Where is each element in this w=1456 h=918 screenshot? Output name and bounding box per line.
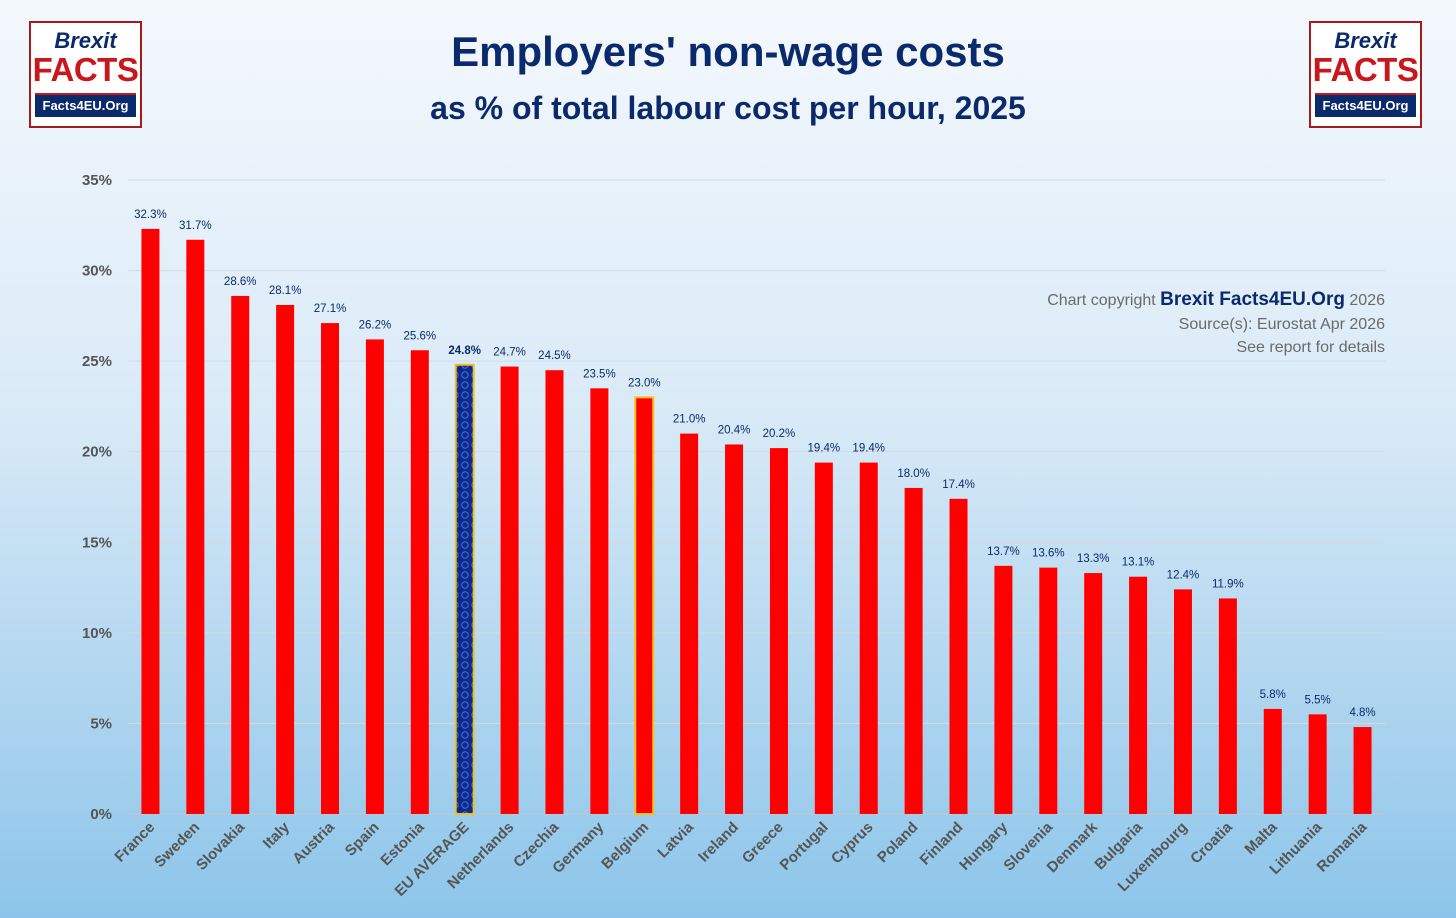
- x-tick-label: Austria: [289, 818, 338, 867]
- value-label: 5.5%: [1305, 694, 1331, 706]
- x-tick-label: Belgium: [598, 819, 652, 873]
- chart-title: Employers' non-wage costs: [451, 28, 1005, 75]
- y-tick-label: 20%: [82, 444, 112, 461]
- value-label: 31.7%: [179, 220, 212, 232]
- bar-slovakia: [231, 295, 250, 815]
- bar-ireland: [725, 444, 744, 814]
- value-label: 13.6%: [1032, 548, 1065, 560]
- bar-portugal: [814, 462, 833, 814]
- value-label: 12.4%: [1167, 569, 1200, 581]
- value-label: 4.8%: [1349, 707, 1375, 719]
- y-tick-label: 10%: [82, 625, 112, 642]
- bar-greece: [769, 448, 788, 814]
- bar-malta: [1263, 708, 1282, 814]
- value-label: 18.0%: [897, 468, 930, 480]
- value-label: 24.5%: [538, 350, 571, 362]
- bar-austria: [321, 323, 340, 814]
- value-label: 21.0%: [673, 414, 706, 426]
- x-tick-label: Poland: [874, 819, 921, 866]
- brexit-facts-logo-left: Brexit FACTS Facts4EU.Org: [29, 21, 142, 128]
- bar-sweden: [186, 239, 205, 814]
- bar-eu-average: [454, 363, 475, 815]
- bar-estonia: [410, 350, 429, 814]
- x-tick-label: Portugal: [777, 819, 832, 874]
- brexit-facts-logo-right: Brexit FACTS Facts4EU.Org: [1309, 21, 1422, 128]
- bar-hungary: [994, 565, 1013, 814]
- report-note: See report for details: [1236, 339, 1385, 356]
- x-tick-label: Ireland: [695, 819, 742, 866]
- value-label: 25.6%: [403, 330, 436, 342]
- x-tick-label: Spain: [342, 819, 383, 860]
- y-tick-label: 15%: [82, 534, 112, 551]
- x-tick-label: Italy: [260, 818, 294, 852]
- bar-lithuania: [1308, 714, 1327, 814]
- y-tick-label: 25%: [82, 353, 112, 370]
- bar-luxembourg: [1173, 589, 1192, 814]
- y-tick-label: 30%: [82, 263, 112, 280]
- value-label: 13.3%: [1077, 553, 1110, 565]
- y-tick-label: 35%: [82, 172, 112, 189]
- value-label: 17.4%: [942, 479, 975, 491]
- value-label: 11.9%: [1212, 578, 1244, 590]
- bar-belgium: [634, 396, 655, 815]
- value-label: 23.5%: [583, 368, 616, 380]
- bar-netherlands: [500, 366, 519, 814]
- copyright-line: Chart copyright Brexit Facts4EU.Org 2026: [1047, 289, 1385, 310]
- x-tick-label: Latvia: [654, 818, 697, 861]
- bar-bulgaria: [1129, 576, 1148, 814]
- x-tick-label: Croatia: [1187, 818, 1236, 867]
- bar-denmark: [1084, 573, 1103, 814]
- bar-spain: [365, 339, 384, 814]
- chart-subtitle: as % of total labour cost per hour, 2025: [430, 90, 1026, 126]
- y-tick-label: 5%: [90, 715, 112, 732]
- bar-italy: [276, 304, 295, 814]
- value-label: 5.8%: [1260, 689, 1286, 701]
- value-label: 19.4%: [852, 443, 885, 455]
- bar-slovenia: [1039, 567, 1058, 814]
- value-label: 19.4%: [808, 443, 841, 455]
- x-tick-label: Malta: [1241, 818, 1281, 858]
- x-tick-label: Slovakia: [193, 818, 249, 874]
- bar-czechia: [545, 370, 564, 814]
- y-tick-label: 0%: [90, 806, 112, 823]
- value-label: 24.8%: [448, 345, 481, 357]
- bar-poland: [904, 487, 923, 814]
- value-label: 28.1%: [269, 285, 302, 297]
- bar-germany: [590, 388, 609, 814]
- bar-croatia: [1218, 598, 1237, 814]
- bar-romania: [1353, 727, 1372, 814]
- value-label: 26.2%: [359, 319, 392, 331]
- value-label: 20.2%: [763, 428, 796, 440]
- bar-latvia: [680, 433, 699, 814]
- value-label: 20.4%: [718, 424, 751, 436]
- source-line: Source(s): Eurostat Apr 2026: [1178, 316, 1385, 333]
- value-label: 23.0%: [628, 377, 661, 389]
- x-tick-label: Romania: [1314, 818, 1371, 875]
- x-tick-label: Cyprus: [828, 819, 877, 868]
- bar-cyprus: [859, 462, 878, 814]
- value-label: 27.1%: [314, 303, 347, 315]
- bar-finland: [949, 498, 968, 814]
- bar-france: [141, 228, 160, 814]
- value-label: 32.3%: [134, 209, 167, 221]
- value-label: 28.6%: [224, 276, 257, 288]
- value-label: 13.7%: [987, 546, 1020, 558]
- value-label: 13.1%: [1122, 557, 1155, 569]
- value-label: 24.7%: [493, 347, 526, 359]
